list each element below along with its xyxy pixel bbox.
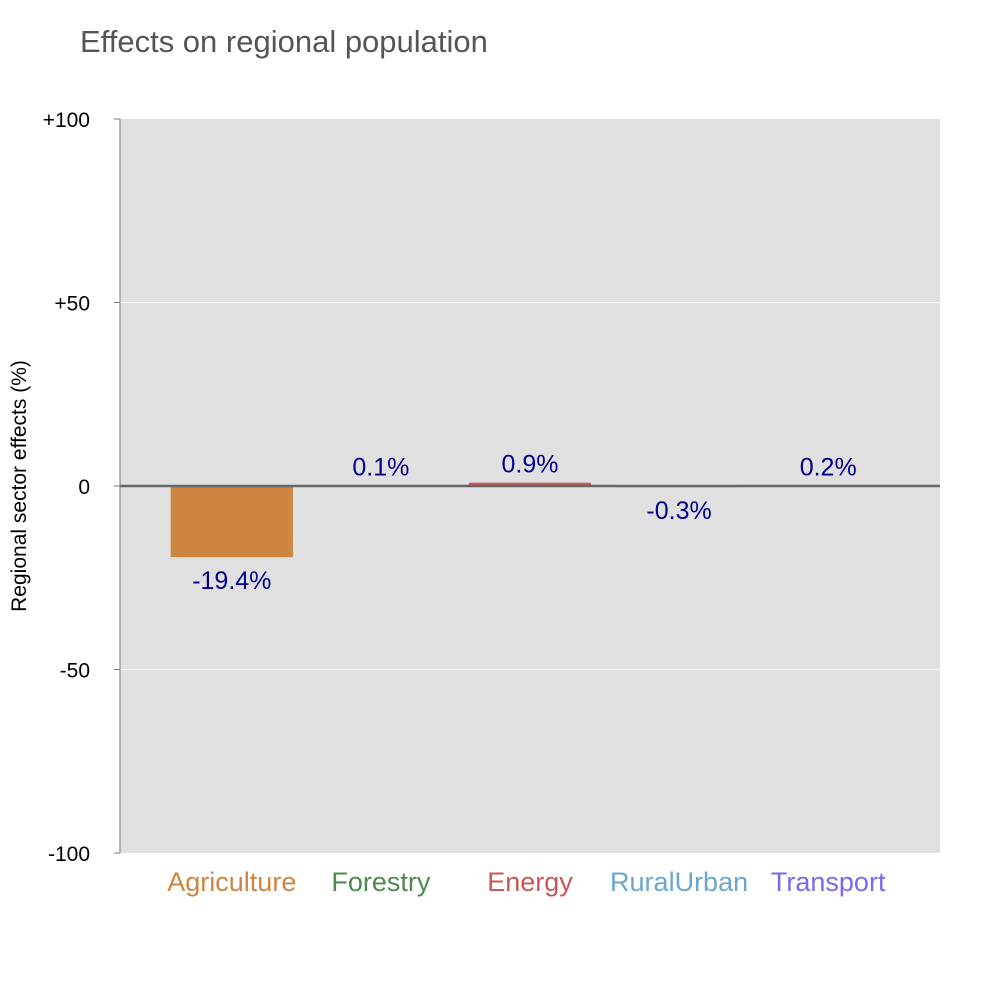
- bar-energy: [468, 482, 592, 486]
- y-ticks: +100 +50 0 -50 -100: [43, 109, 120, 866]
- data-label: 0.2%: [800, 453, 857, 481]
- data-label: 0.9%: [502, 451, 559, 479]
- y-tick-label: 0: [78, 476, 90, 499]
- x-category-label: Agriculture: [167, 867, 296, 897]
- x-category-labels: Agriculture Forestry Energy RuralUrban Trans…: [167, 867, 886, 897]
- x-category-label: RuralUrban: [610, 867, 748, 897]
- x-category-label: Forestry: [331, 867, 431, 897]
- x-category-label: Energy: [487, 867, 573, 897]
- y-tick-label: -50: [60, 660, 90, 683]
- data-label: -0.3%: [646, 497, 711, 525]
- y-axis-label: Regional sector effects (%): [8, 360, 31, 612]
- data-labels: -19.4% 0.1% 0.9% -0.3% 0.2%: [192, 451, 856, 596]
- bar-agriculture: [170, 486, 293, 558]
- gridlines: [120, 302, 940, 670]
- data-label: 0.1%: [352, 454, 409, 482]
- x-category-label: Transport: [771, 867, 886, 897]
- y-tick-label: -100: [48, 843, 90, 866]
- y-tick-label: +50: [54, 293, 90, 316]
- y-tick-label: +100: [43, 109, 90, 132]
- data-label: -19.4%: [192, 567, 271, 595]
- chart-title: Effects on regional population: [80, 24, 488, 59]
